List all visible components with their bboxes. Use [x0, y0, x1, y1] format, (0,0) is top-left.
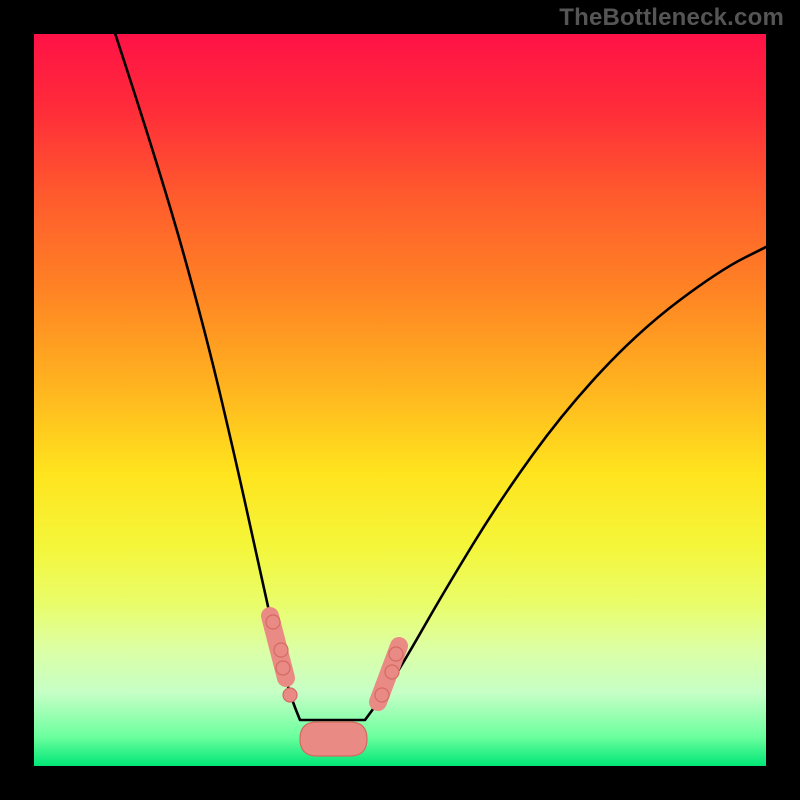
marker-bottom-bar — [300, 722, 367, 756]
chart-frame: TheBottleneck.com — [0, 0, 800, 800]
marker-dot — [283, 688, 297, 702]
marker-dot — [389, 647, 403, 661]
marker-dot — [375, 688, 389, 702]
watermark-text: TheBottleneck.com — [559, 4, 784, 32]
marker-dot — [274, 643, 288, 657]
marker-dot — [266, 615, 280, 629]
bottleneck-chart — [0, 0, 800, 800]
marker-dot — [276, 661, 290, 675]
marker-dot — [385, 665, 399, 679]
